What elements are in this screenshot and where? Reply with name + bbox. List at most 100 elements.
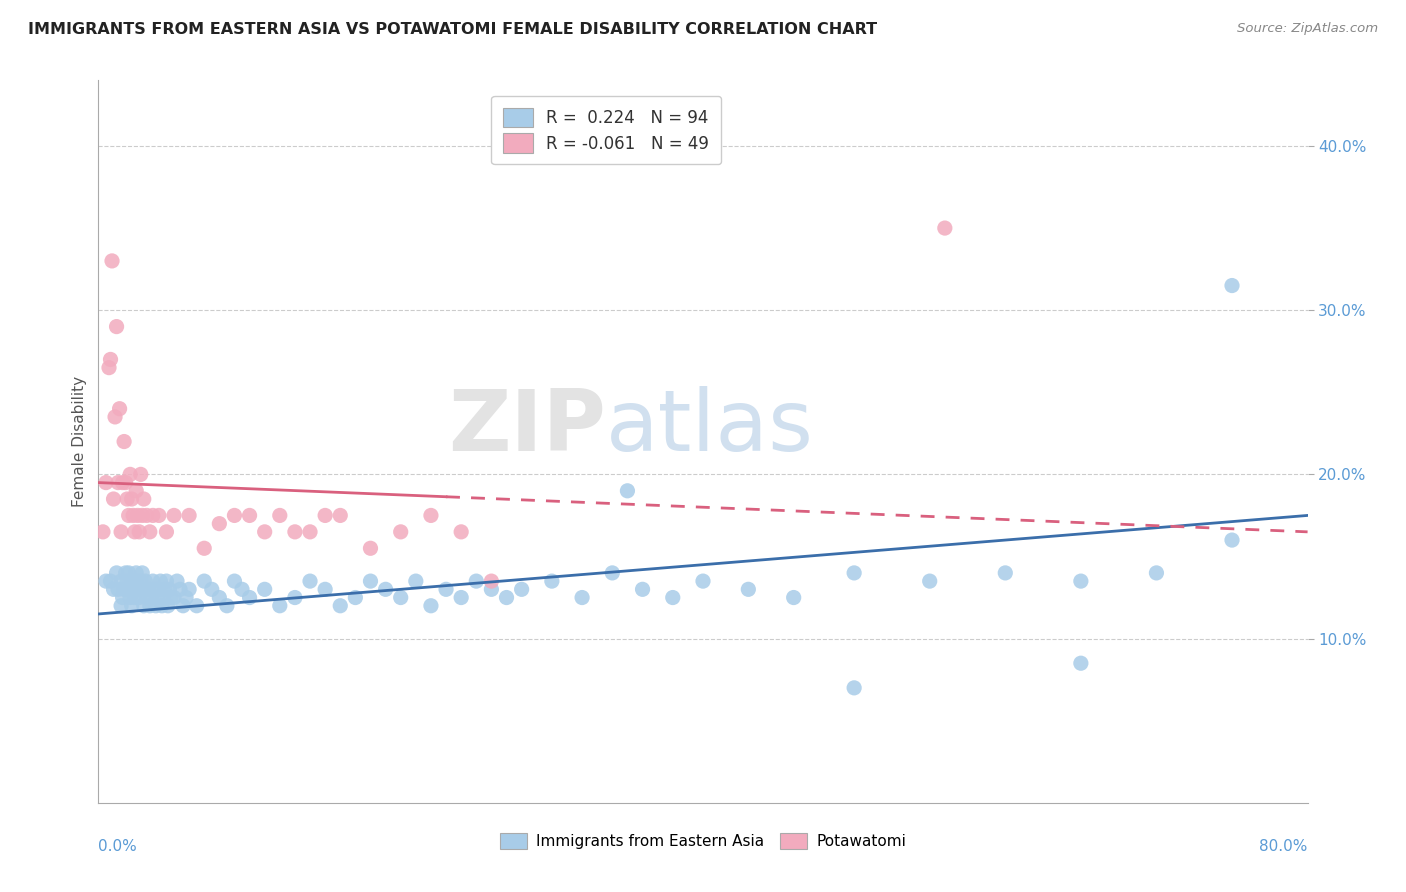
Point bbox=[450, 524, 472, 539]
Point bbox=[844, 681, 866, 695]
Point bbox=[1070, 657, 1092, 671]
Point bbox=[253, 582, 276, 597]
Point bbox=[143, 582, 166, 597]
Point bbox=[127, 582, 149, 597]
Point bbox=[284, 591, 307, 605]
Point bbox=[160, 591, 183, 605]
Point bbox=[110, 599, 132, 613]
Point bbox=[224, 574, 246, 588]
Point bbox=[179, 508, 201, 523]
Point bbox=[148, 508, 170, 523]
Point bbox=[105, 319, 128, 334]
Point bbox=[172, 599, 194, 613]
Point bbox=[163, 591, 186, 605]
Text: Source: ZipAtlas.com: Source: ZipAtlas.com bbox=[1237, 22, 1378, 36]
Point bbox=[148, 582, 170, 597]
Point bbox=[193, 541, 215, 556]
Point bbox=[344, 591, 367, 605]
Point bbox=[149, 574, 172, 588]
Point bbox=[1220, 533, 1243, 547]
Point bbox=[125, 566, 148, 580]
Point bbox=[1144, 566, 1167, 580]
Point bbox=[153, 582, 176, 597]
Point bbox=[128, 591, 150, 605]
Point bbox=[405, 574, 427, 588]
Text: 0.0%: 0.0% bbox=[98, 838, 138, 854]
Text: ZIP: ZIP bbox=[449, 385, 606, 468]
Point bbox=[94, 475, 117, 490]
Point bbox=[129, 574, 152, 588]
Point bbox=[314, 582, 336, 597]
Point bbox=[142, 508, 165, 523]
Point bbox=[118, 508, 141, 523]
Point bbox=[253, 524, 276, 539]
Point bbox=[661, 591, 683, 605]
Point bbox=[142, 574, 165, 588]
Point bbox=[329, 599, 352, 613]
Y-axis label: Female Disability: Female Disability bbox=[72, 376, 87, 508]
Point bbox=[120, 591, 142, 605]
Point bbox=[540, 574, 562, 588]
Point bbox=[145, 599, 167, 613]
Point bbox=[132, 599, 155, 613]
Point bbox=[122, 508, 145, 523]
Point bbox=[299, 524, 322, 539]
Point bbox=[131, 566, 153, 580]
Point bbox=[103, 491, 125, 506]
Point bbox=[631, 582, 654, 597]
Point bbox=[783, 591, 806, 605]
Point bbox=[108, 401, 131, 416]
Point bbox=[269, 508, 291, 523]
Point bbox=[121, 574, 143, 588]
Point bbox=[215, 599, 238, 613]
Point bbox=[100, 352, 122, 367]
Point bbox=[169, 582, 191, 597]
Point bbox=[208, 516, 231, 531]
Point bbox=[103, 582, 125, 597]
Point bbox=[132, 582, 155, 597]
Point bbox=[132, 491, 155, 506]
Point bbox=[224, 508, 246, 523]
Point bbox=[91, 524, 114, 539]
Point bbox=[128, 524, 150, 539]
Point bbox=[844, 566, 866, 580]
Point bbox=[1070, 574, 1092, 588]
Point bbox=[231, 582, 253, 597]
Point bbox=[114, 566, 136, 580]
Point bbox=[994, 566, 1017, 580]
Point bbox=[269, 599, 291, 613]
Point bbox=[120, 467, 142, 482]
Point bbox=[166, 574, 188, 588]
Point bbox=[136, 582, 159, 597]
Point bbox=[186, 599, 208, 613]
Point bbox=[121, 491, 143, 506]
Point bbox=[112, 434, 135, 449]
Point bbox=[124, 591, 146, 605]
Point bbox=[135, 591, 157, 605]
Point bbox=[918, 574, 941, 588]
Point bbox=[114, 475, 136, 490]
Legend: Immigrants from Eastern Asia, Potawatomi: Immigrants from Eastern Asia, Potawatomi bbox=[492, 825, 914, 856]
Point bbox=[692, 574, 714, 588]
Point bbox=[152, 591, 174, 605]
Point bbox=[360, 574, 382, 588]
Point bbox=[374, 582, 396, 597]
Point bbox=[163, 508, 186, 523]
Point bbox=[121, 599, 143, 613]
Point bbox=[179, 582, 201, 597]
Point bbox=[111, 475, 134, 490]
Point bbox=[602, 566, 624, 580]
Point bbox=[129, 467, 152, 482]
Text: 80.0%: 80.0% bbox=[1260, 838, 1308, 854]
Point bbox=[420, 508, 443, 523]
Point bbox=[481, 582, 503, 597]
Point bbox=[360, 541, 382, 556]
Point bbox=[934, 221, 956, 235]
Text: IMMIGRANTS FROM EASTERN ASIA VS POTAWATOMI FEMALE DISABILITY CORRELATION CHART: IMMIGRANTS FROM EASTERN ASIA VS POTAWATO… bbox=[28, 22, 877, 37]
Point bbox=[155, 574, 177, 588]
Point bbox=[284, 524, 307, 539]
Point bbox=[495, 591, 517, 605]
Point bbox=[1220, 278, 1243, 293]
Point bbox=[104, 409, 127, 424]
Text: atlas: atlas bbox=[606, 385, 814, 468]
